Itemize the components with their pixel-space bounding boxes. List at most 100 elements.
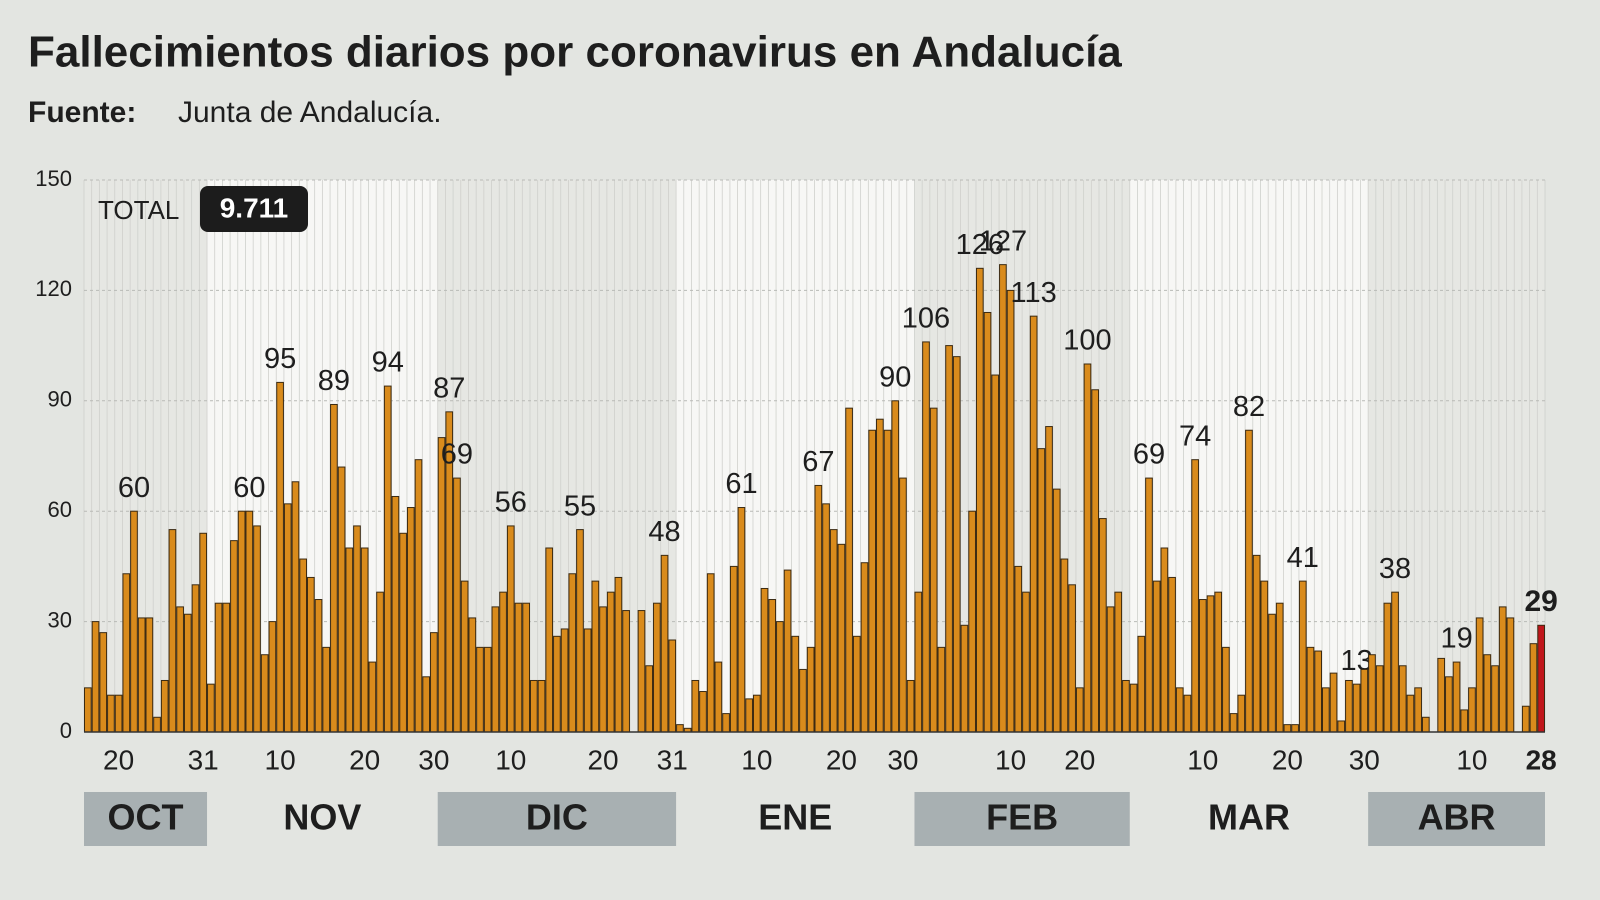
bar	[945, 345, 953, 733]
month-label: OCT	[108, 797, 184, 838]
bar	[168, 529, 177, 733]
x-tick-label: 10	[995, 744, 1026, 775]
value-label: 60	[233, 472, 265, 504]
bar	[560, 628, 569, 733]
bar	[891, 400, 900, 733]
bar	[599, 606, 607, 733]
month-box	[914, 792, 1130, 846]
bar	[776, 621, 784, 733]
bar	[653, 602, 661, 733]
bar	[1460, 709, 1469, 733]
bar	[1445, 676, 1453, 733]
bar	[745, 698, 753, 733]
x-tick-label: 20	[349, 744, 380, 775]
bar	[714, 661, 723, 733]
bar	[314, 599, 323, 733]
bar	[1383, 602, 1392, 733]
bar	[637, 610, 646, 733]
value-label: 67	[802, 446, 834, 478]
month-label: FEB	[986, 797, 1058, 838]
bar	[483, 646, 492, 733]
bar	[199, 532, 208, 733]
bar	[414, 459, 423, 733]
value-label: 69	[1133, 439, 1165, 471]
bar	[322, 646, 331, 733]
bar	[1521, 705, 1530, 733]
value-label: 82	[1233, 391, 1265, 423]
bar	[676, 724, 684, 733]
bar	[983, 311, 992, 733]
bar	[145, 617, 154, 733]
bar	[1537, 624, 1546, 733]
value-label: 55	[564, 490, 596, 522]
bar	[1029, 315, 1038, 733]
bar	[499, 591, 507, 733]
bar	[460, 580, 469, 733]
bar	[829, 529, 838, 733]
bar	[706, 573, 715, 733]
bar	[799, 668, 807, 733]
month-label: MAR	[1208, 797, 1290, 838]
bar	[937, 646, 946, 733]
bar	[268, 621, 277, 733]
bar	[222, 602, 231, 733]
bar	[1421, 716, 1430, 733]
y-tick-label: 0	[60, 718, 72, 743]
month-label: NOV	[283, 797, 361, 838]
bar	[114, 694, 123, 733]
x-tick-label: 20	[587, 744, 618, 775]
bar	[1075, 687, 1084, 733]
x-tick-label: 28	[1526, 744, 1557, 775]
bar	[545, 547, 554, 733]
bar	[130, 510, 138, 733]
bar	[991, 374, 1000, 733]
bar	[1406, 694, 1415, 733]
value-label: 19	[1440, 623, 1472, 655]
bar	[1475, 617, 1484, 733]
bar	[391, 495, 400, 733]
bar	[1183, 694, 1192, 733]
bar	[1052, 488, 1061, 733]
x-tick-label: 10	[741, 744, 772, 775]
value-label: 89	[318, 365, 350, 397]
bar	[660, 554, 669, 733]
bar	[1398, 665, 1407, 733]
total-label: TOTAL	[98, 195, 179, 225]
source: Junta de Andalucía.	[178, 96, 442, 129]
bar	[860, 562, 869, 733]
bar	[1314, 650, 1323, 733]
bar	[1237, 694, 1246, 733]
bar	[553, 635, 561, 733]
bar	[1368, 654, 1376, 733]
bar	[1091, 389, 1100, 733]
total-value: 9.711	[220, 192, 289, 223]
x-tick-label: 10	[1187, 744, 1218, 775]
bar	[699, 691, 707, 733]
bar	[207, 683, 215, 733]
bar	[1260, 580, 1269, 733]
bar	[729, 565, 738, 733]
bar	[568, 573, 577, 733]
month-label: DIC	[526, 797, 588, 838]
bar	[529, 679, 538, 733]
value-label: 90	[879, 361, 911, 393]
bar	[214, 602, 223, 733]
bar	[583, 628, 592, 733]
value-label: 95	[264, 343, 296, 375]
bar	[1145, 477, 1153, 733]
bar	[1037, 448, 1046, 733]
bar	[922, 341, 930, 733]
bar	[752, 694, 761, 733]
bar	[1529, 643, 1538, 733]
value-label: 56	[495, 487, 527, 519]
bar	[845, 407, 853, 733]
x-tick-label: 20	[103, 744, 134, 775]
bar	[1006, 289, 1015, 733]
bar	[337, 466, 346, 733]
bar	[383, 385, 392, 733]
bar	[1452, 661, 1461, 733]
bar	[1352, 683, 1361, 733]
bar	[1283, 724, 1292, 733]
value-label: 41	[1287, 542, 1319, 574]
